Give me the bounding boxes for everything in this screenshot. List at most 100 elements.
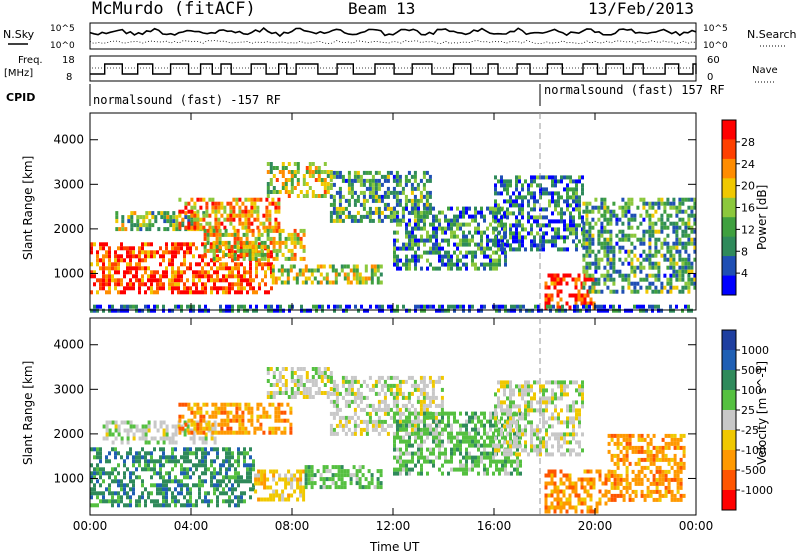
range-gate-cell — [121, 437, 124, 441]
range-gate-cell — [196, 218, 199, 222]
range-gate-cell — [399, 412, 402, 416]
range-gate-cell — [163, 437, 166, 441]
range-gate-cell — [216, 495, 219, 499]
range-gate-cell — [332, 269, 335, 273]
range-gate-cell — [405, 432, 408, 436]
range-gate-cell — [600, 309, 603, 313]
range-gate-cell — [666, 242, 669, 246]
range-gate-cell — [509, 179, 512, 183]
range-gate-cell — [178, 214, 181, 218]
range-gate-cell — [321, 305, 324, 309]
range-gate-cell — [374, 485, 377, 489]
range-gate-cell — [168, 475, 171, 479]
range-gate-cell — [444, 412, 447, 416]
range-gate-cell — [557, 203, 560, 207]
range-gate-cell — [420, 440, 423, 444]
range-gate-cell — [260, 482, 263, 486]
range-gate-cell — [339, 195, 342, 199]
range-gate-cell — [429, 247, 432, 251]
range-gate-cell — [648, 258, 651, 262]
range-gate-cell — [348, 187, 351, 191]
range-gate-cell — [489, 207, 492, 211]
range-gate-cell — [456, 255, 459, 259]
range-gate-cell — [207, 309, 210, 313]
range-gate-cell — [500, 432, 503, 436]
range-gate-cell — [518, 392, 521, 396]
range-gate-cell — [489, 436, 492, 440]
range-gate-cell — [360, 392, 363, 396]
range-gate-cell — [183, 495, 186, 499]
range-gate-cell — [159, 447, 162, 451]
range-gate-cell — [447, 263, 450, 267]
range-gate-cell — [450, 448, 453, 452]
range-gate-cell — [432, 396, 435, 400]
range-gate-cell — [178, 427, 181, 431]
range-gate-cell — [630, 214, 633, 218]
range-gate-cell — [515, 203, 518, 207]
range-gate-cell — [160, 425, 163, 429]
range-gate-cell — [138, 246, 141, 250]
range-gate-cell — [657, 309, 660, 313]
range-gate-cell — [426, 436, 429, 440]
range-gate-cell — [504, 263, 507, 267]
range-gate-cell — [130, 223, 133, 227]
range-gate-cell — [220, 431, 223, 435]
range-gate-cell — [420, 444, 423, 448]
range-gate-cell — [326, 485, 329, 489]
range-gate-cell — [477, 440, 480, 444]
range-gate-cell — [213, 286, 216, 290]
range-gate-cell — [183, 286, 186, 290]
range-gate-cell — [551, 195, 554, 199]
range-gate-cell — [669, 266, 672, 270]
range-gate-cell — [213, 257, 216, 261]
range-gate-cell — [372, 191, 375, 195]
range-gate-cell — [542, 384, 545, 388]
range-gate-cell — [178, 210, 181, 214]
range-gate-cell — [447, 259, 450, 263]
freq-tick-lo: 8 — [66, 72, 72, 83]
range-gate-cell — [261, 257, 264, 261]
range-gate-cell — [684, 262, 687, 266]
range-gate-cell — [238, 431, 241, 435]
range-gate-cell — [192, 463, 195, 467]
range-gate-cell — [669, 282, 672, 286]
range-gate-cell — [163, 441, 166, 445]
range-gate-cell — [150, 254, 153, 258]
range-gate-cell — [447, 223, 450, 227]
range-gate-cell — [426, 207, 429, 211]
range-gate-cell — [572, 215, 575, 219]
range-gate-cell — [639, 254, 642, 258]
range-gate-cell — [201, 274, 204, 278]
range-gate-cell — [573, 305, 576, 309]
range-gate-cell — [468, 444, 471, 448]
range-gate-cell — [135, 503, 138, 507]
range-gate-cell — [216, 249, 219, 253]
range-gate-cell — [603, 242, 606, 246]
range-gate-cell — [171, 491, 174, 495]
range-gate-cell — [494, 452, 497, 456]
range-gate-cell — [411, 199, 414, 203]
range-gate-cell — [255, 262, 258, 266]
range-gate-cell — [657, 274, 660, 278]
range-gate-cell — [237, 249, 240, 253]
range-gate-cell — [222, 254, 225, 258]
range-gate-cell — [335, 465, 338, 469]
range-gate-cell — [114, 254, 117, 258]
range-gate-cell — [312, 395, 315, 399]
range-gate-cell — [456, 247, 459, 251]
range-gate-cell — [399, 440, 402, 444]
range-gate-cell — [102, 286, 105, 290]
range-gate-cell — [468, 251, 471, 255]
range-gate-cell — [503, 400, 506, 404]
range-gate-cell — [597, 278, 600, 282]
range-gate-cell — [285, 237, 288, 241]
range-gate-cell — [441, 255, 444, 259]
range-gate-cell — [174, 250, 177, 254]
range-gate-cell — [420, 376, 423, 380]
range-gate-cell — [135, 451, 138, 455]
range-gate-cell — [240, 305, 243, 309]
range-gate-cell — [551, 243, 554, 247]
range-gate-cell — [423, 428, 426, 432]
range-gate-cell — [405, 468, 408, 472]
range-gate-cell — [582, 202, 585, 206]
